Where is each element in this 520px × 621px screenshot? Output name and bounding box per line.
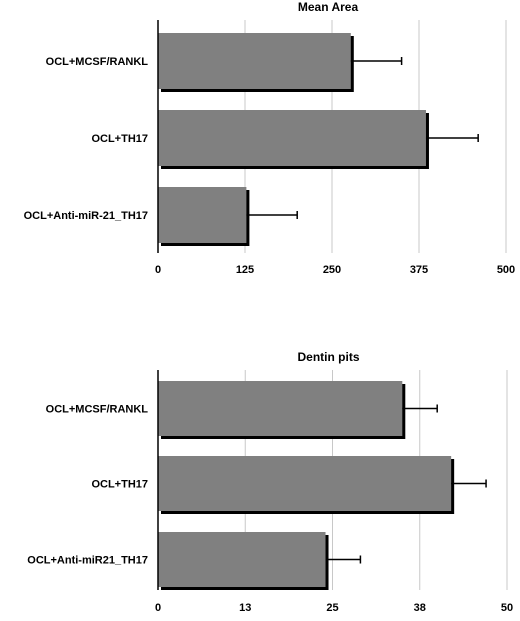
chart-1-tick-label-4: 375 xyxy=(410,264,428,276)
chart-1-bar-2 xyxy=(158,110,426,166)
chart-2-tick-label-4: 38 xyxy=(414,602,426,614)
chart-1-tick-label-2: 125 xyxy=(236,264,254,276)
chart-1-bar-3 xyxy=(158,187,247,243)
chart-2-bar-3 xyxy=(158,532,326,587)
chart-1-category-label-1: OCL+MCSF/RANKL xyxy=(46,56,149,68)
chart-1-title: Mean Area xyxy=(298,0,359,14)
chart-1-category-label-2: OCL+TH17 xyxy=(91,133,148,145)
chart-2-tick-label-1: 0 xyxy=(155,602,161,614)
chart-1-tick-label-3: 250 xyxy=(323,264,341,276)
chart-2-category-label-1: OCL+MCSF/RANKL xyxy=(46,404,149,416)
chart-1-category-label-3: OCL+Anti-miR-21_TH17 xyxy=(24,210,148,222)
chart-1: Mean Area OCL+MCSF/RANKL OCL+TH17 OCL+Anti-… xyxy=(24,0,516,276)
chart-2-category-label-3: OCL+Anti-miR21_TH17 xyxy=(27,555,148,567)
chart-1-tick-label-5: 500 xyxy=(497,264,515,276)
chart-2-tick-label-3: 25 xyxy=(326,602,338,614)
chart-1-bar-1 xyxy=(158,33,351,89)
chart-2-category-label-2: OCL+TH17 xyxy=(91,479,148,491)
chart-2-tick-label-5: 50 xyxy=(501,602,513,614)
chart-2-tick-label-2: 13 xyxy=(239,602,251,614)
chart-2-title: Dentin pits xyxy=(298,350,360,364)
chart-1-tick-label-1: 0 xyxy=(155,264,161,276)
chart-2-bar-2 xyxy=(158,456,452,511)
chart-2-bar-1 xyxy=(158,381,403,436)
chart-2: Dentin pits OCL+MCSF/RANKL OCL+TH17 OCL+Ant… xyxy=(27,350,513,614)
